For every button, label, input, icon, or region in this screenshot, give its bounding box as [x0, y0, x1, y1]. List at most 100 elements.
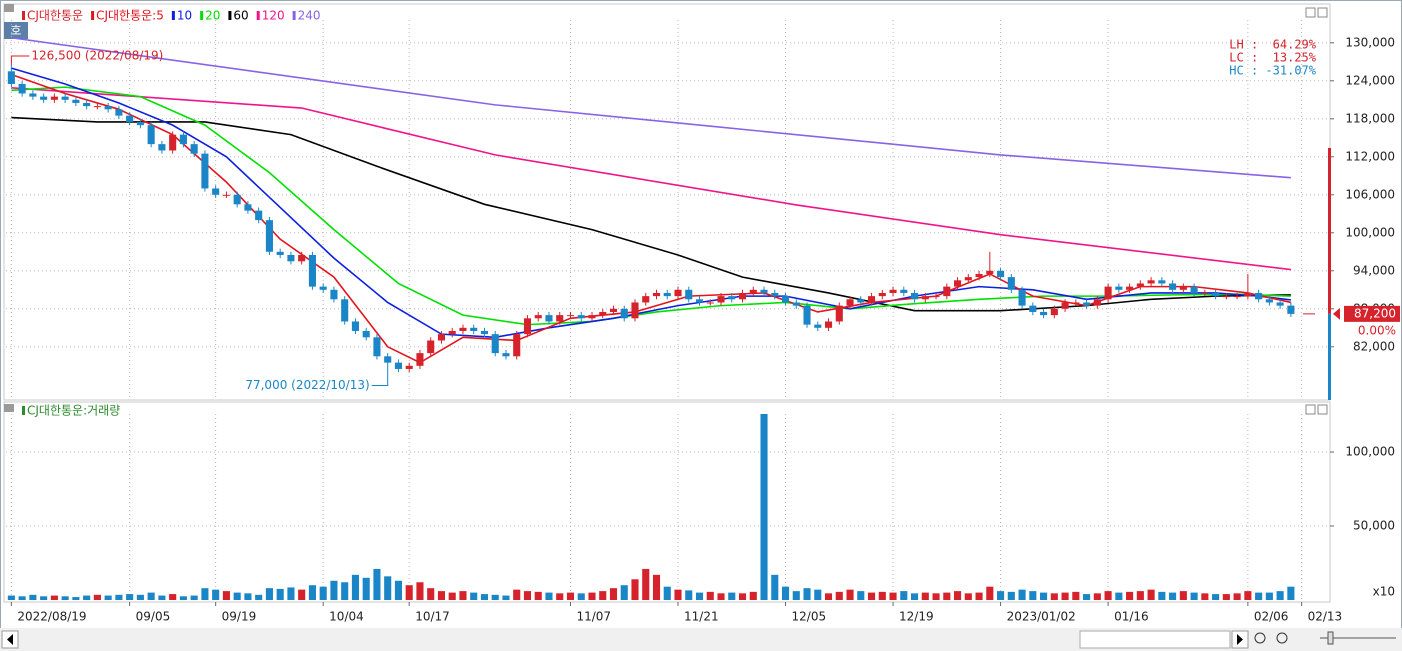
zoom-out-icon[interactable] [1254, 632, 1266, 644]
legend-swatch [256, 11, 260, 20]
price-tag [1344, 305, 1400, 322]
scrollbar [0, 628, 1402, 651]
candle-body [1083, 302, 1091, 306]
volume-bar [674, 589, 682, 600]
volume-bar [276, 588, 284, 600]
volume-bar [40, 596, 48, 600]
candle-body [577, 315, 585, 319]
volume-bar [900, 591, 908, 600]
candle-body [448, 330, 456, 335]
candle-body [298, 254, 306, 262]
panel-max-button[interactable] [1305, 7, 1316, 18]
volume-bar [1147, 589, 1155, 600]
volume-bar [201, 588, 209, 600]
volume-bar [351, 574, 359, 600]
candle-body [1147, 280, 1155, 284]
candle-body [814, 324, 822, 328]
legend-swatch [228, 11, 232, 20]
candle-body [330, 289, 338, 300]
candle-body [900, 289, 908, 293]
volume-bar [792, 591, 800, 600]
volume-bar [609, 588, 618, 600]
volume-bar [233, 592, 241, 600]
volume-bar [330, 580, 338, 600]
annotation-leader [10, 55, 30, 65]
panel-menu-icon[interactable] [4, 404, 14, 412]
zoom-in-icon[interactable] [1276, 632, 1288, 644]
volume-bar [1093, 593, 1101, 600]
candle-body [835, 305, 843, 322]
candle-body [93, 106, 101, 108]
volume-bar [760, 413, 768, 600]
moving-average-line [11, 36, 1291, 179]
volume-bar [803, 588, 811, 600]
candle-body [351, 321, 359, 331]
legend-swatch [200, 11, 204, 20]
candle-body [40, 96, 48, 100]
zoom-slider-handle[interactable] [1327, 631, 1334, 645]
volume-bar [1201, 593, 1209, 600]
volume-bar [72, 597, 80, 600]
candle-body [502, 353, 510, 357]
candle-body [491, 334, 499, 354]
legend-label: 240 [298, 9, 321, 23]
x-tick-label: 11/07 [576, 610, 611, 624]
candle-body [405, 365, 413, 369]
volume-bar [18, 596, 26, 600]
candle-body [738, 292, 747, 300]
candle-body [1061, 302, 1069, 309]
volume-bar [1179, 591, 1187, 600]
volume-bar [620, 585, 628, 600]
candle-body [975, 273, 983, 278]
volume-bar [1061, 592, 1069, 600]
volume-bar [1050, 593, 1058, 600]
volume-bar [1040, 592, 1048, 600]
change-label: 0.00% [1358, 323, 1396, 337]
legend-label: 10 [177, 9, 192, 23]
candle-body [1007, 277, 1015, 290]
volume-bar [728, 592, 736, 600]
volume-bar [255, 594, 263, 600]
panel-close-button[interactable] [1317, 7, 1328, 18]
volume-bar [1233, 593, 1241, 600]
candle-body [115, 109, 123, 116]
volume-bar [1255, 592, 1263, 600]
moving-average-line [11, 86, 1291, 326]
y-tick-label: 82,000 [1353, 339, 1395, 353]
candle-body [1126, 286, 1134, 290]
candle-body [384, 356, 392, 363]
candle-body [706, 302, 714, 304]
scroll-thumb[interactable] [1079, 630, 1231, 649]
panel-close-button[interactable] [1317, 404, 1328, 415]
volume-bar [287, 587, 295, 600]
badge-button[interactable] [4, 22, 28, 39]
candle-body [1115, 286, 1123, 290]
volume-bar [405, 585, 413, 600]
volume-bar [104, 595, 112, 600]
volume-bar [954, 591, 962, 600]
candle-body [943, 286, 951, 297]
x-tick-label: 11/21 [684, 610, 719, 624]
x-tick-label: 2022/08/19 [17, 610, 86, 624]
panel-menu-icon[interactable] [4, 4, 14, 12]
volume-bar [652, 574, 661, 600]
y-tick-label: 94,000 [1353, 263, 1395, 277]
volume-bar [706, 591, 714, 600]
arrow-icon [1237, 634, 1243, 645]
panel-max-button[interactable] [1305, 404, 1316, 415]
candle-body [480, 330, 489, 335]
candle-body [1255, 292, 1263, 300]
x-tick-label: 02/06 [1254, 610, 1289, 624]
x-tick-label: 10/17 [415, 610, 450, 624]
volume-bar [749, 591, 757, 600]
x-tick-label: 09/19 [222, 610, 257, 624]
price-pointer [1333, 307, 1340, 320]
candle-body [190, 144, 198, 154]
candle-body [169, 134, 177, 151]
annotation-label: 126,500 (2022/08/19) [31, 48, 163, 62]
volume-bar [1222, 594, 1230, 600]
volume-bar [1265, 592, 1273, 600]
volume-bar [126, 594, 134, 600]
candle-body [857, 299, 865, 303]
